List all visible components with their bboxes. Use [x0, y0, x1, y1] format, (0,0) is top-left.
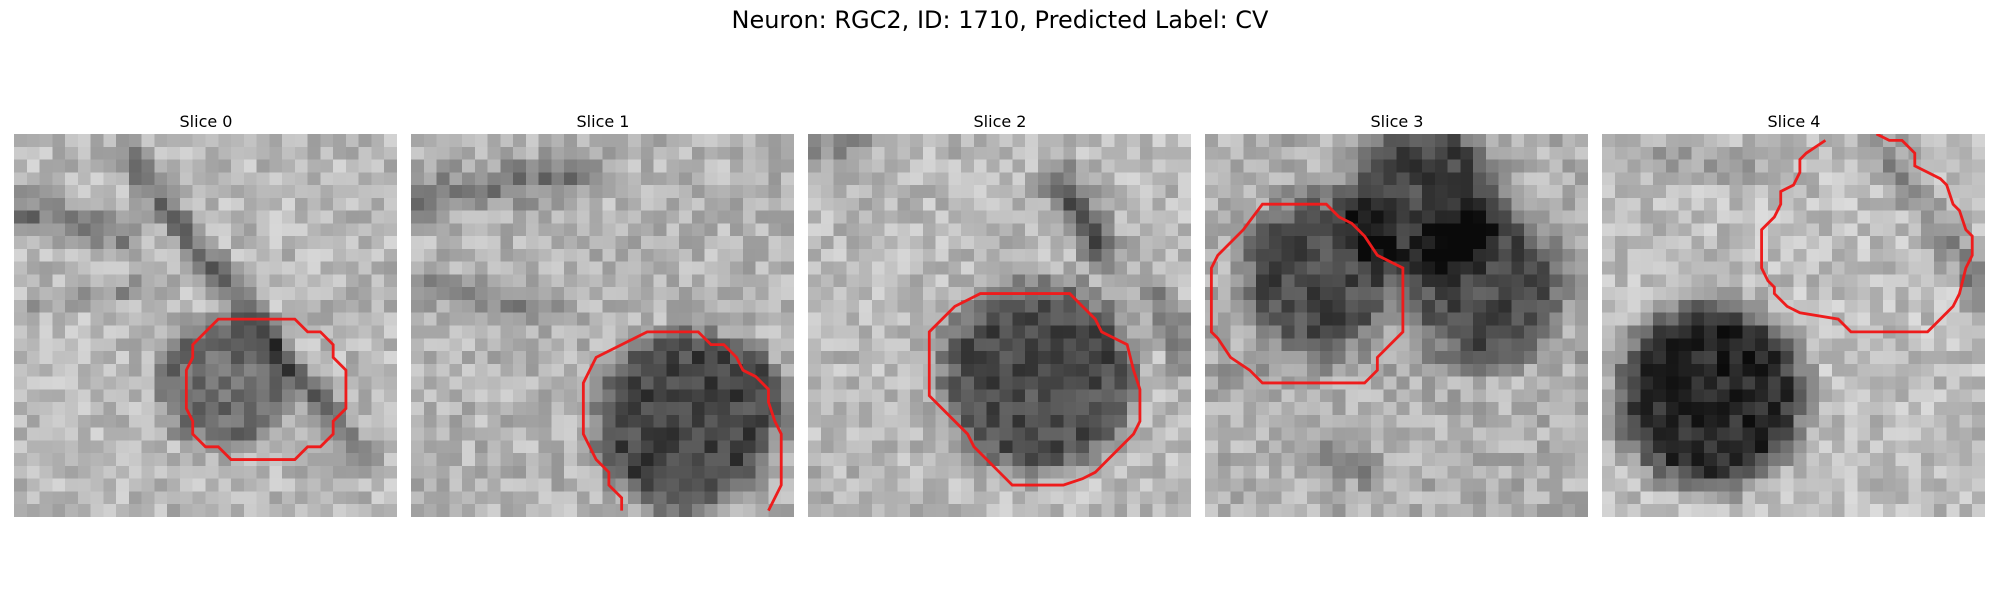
slice-panel-3: Slice 3 [1205, 110, 1589, 517]
segmentation-contour-2 [927, 292, 1142, 487]
slice-title-0: Slice 0 [179, 112, 233, 131]
segmentation-contour-0 [184, 317, 348, 461]
slice-panel-4: Slice 4 [1602, 110, 1986, 517]
slice-title-3: Slice 3 [1370, 112, 1424, 131]
slice-image-0 [14, 134, 397, 517]
slice-title-1: Slice 1 [576, 112, 630, 131]
slice-image-1 [411, 134, 794, 517]
segmentation-contour-1 [581, 330, 783, 512]
slice-title-2: Slice 2 [973, 112, 1027, 131]
figure-title: Neuron: RGC2, ID: 1710, Predicted Label:… [731, 6, 1269, 34]
slice-image-3 [1205, 134, 1588, 517]
segmentation-contour-3 [1209, 202, 1405, 385]
slice-image-4 [1602, 134, 1985, 517]
slice-panel-0: Slice 0 [14, 110, 398, 517]
slice-panel-1: Slice 1 [411, 110, 795, 517]
segmentation-contour-4 [1760, 134, 1974, 334]
slice-image-2 [808, 134, 1191, 517]
slice-title-4: Slice 4 [1767, 112, 1821, 131]
slice-panel-2: Slice 2 [808, 110, 1192, 517]
